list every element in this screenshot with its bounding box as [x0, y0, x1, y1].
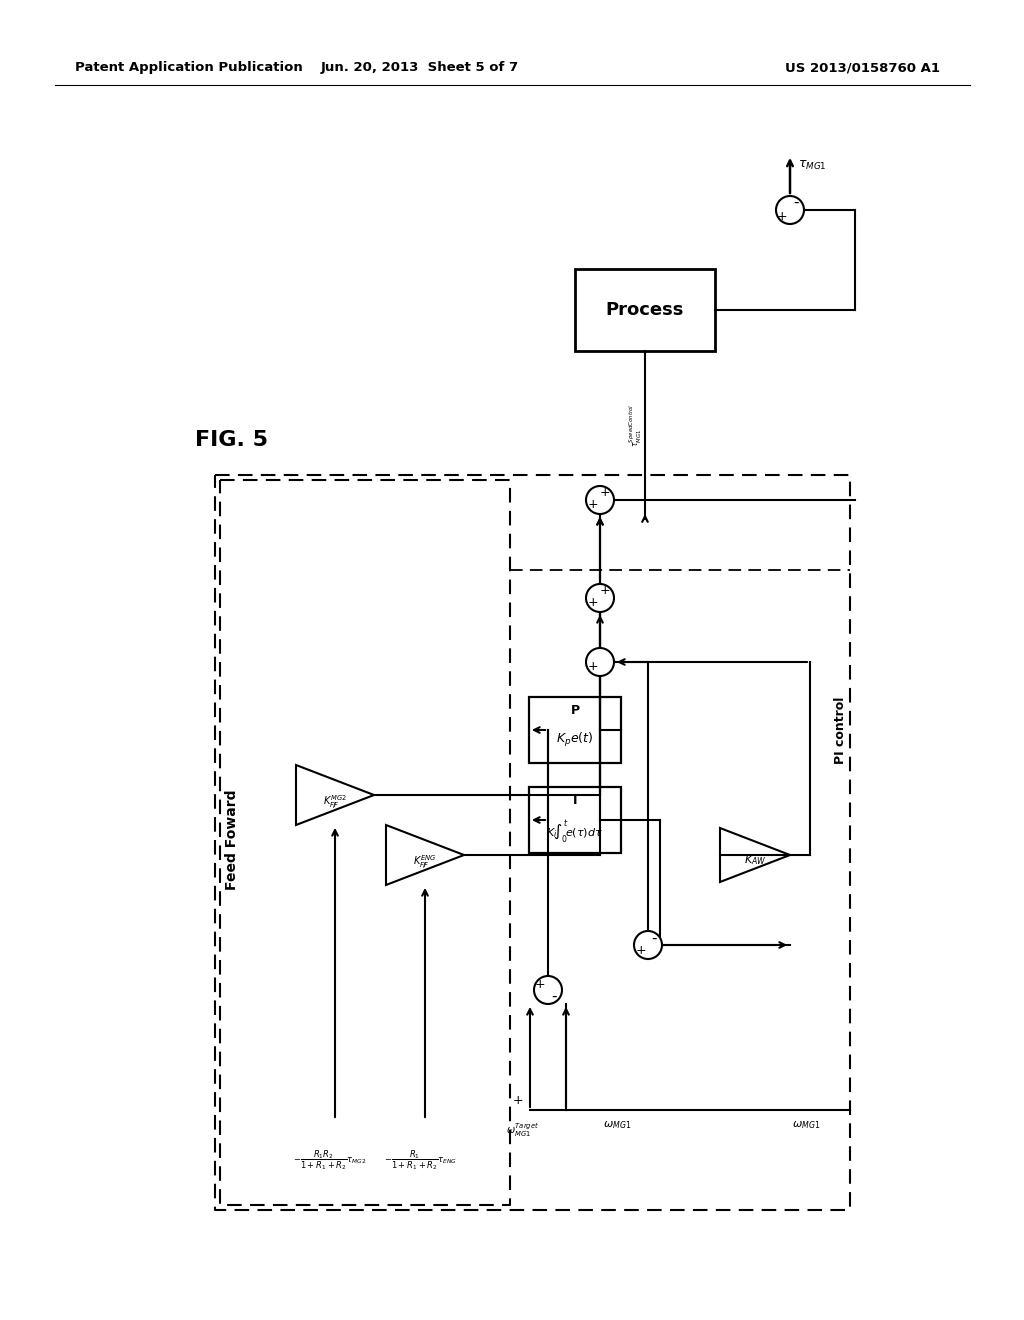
Text: +: +	[776, 210, 787, 223]
Text: +: +	[588, 499, 598, 511]
Text: Jun. 20, 2013  Sheet 5 of 7: Jun. 20, 2013 Sheet 5 of 7	[321, 62, 519, 74]
Text: +: +	[636, 944, 646, 957]
Circle shape	[586, 648, 614, 676]
Bar	[529, 697, 621, 763]
Text: $\tau_{MG1}$: $\tau_{MG1}$	[798, 158, 826, 172]
Bar	[575, 269, 715, 351]
Text: PI control: PI control	[834, 697, 847, 764]
Text: -: -	[651, 931, 656, 945]
Text: Feed Foward: Feed Foward	[225, 789, 239, 890]
Circle shape	[776, 195, 804, 224]
Text: FIG. 5: FIG. 5	[195, 430, 268, 450]
Circle shape	[534, 975, 562, 1005]
Polygon shape	[296, 766, 374, 825]
Text: $\tau_{MG1}^{SpeedControl}$: $\tau_{MG1}^{SpeedControl}$	[628, 404, 644, 446]
Text: $\omega_{MG1}^{Target}$: $\omega_{MG1}^{Target}$	[507, 1121, 540, 1139]
Text: I: I	[572, 793, 578, 807]
Text: -: -	[551, 989, 557, 1003]
Bar	[529, 787, 621, 853]
Text: +: +	[513, 1093, 523, 1106]
Text: $K_{F\!/\!F}^{ENG}$: $K_{F\!/\!F}^{ENG}$	[414, 854, 437, 873]
Text: +: +	[588, 597, 598, 610]
Text: $K_p e(t)$: $K_p e(t)$	[556, 731, 594, 748]
Text: -: -	[794, 194, 799, 210]
Circle shape	[634, 931, 662, 960]
Text: $\omega_{MG1}$: $\omega_{MG1}$	[603, 1119, 632, 1131]
Text: Process: Process	[606, 301, 684, 319]
Text: +: +	[600, 487, 610, 499]
Polygon shape	[386, 825, 464, 884]
Text: Patent Application Publication: Patent Application Publication	[75, 62, 303, 74]
Text: +: +	[588, 660, 598, 673]
Circle shape	[586, 486, 614, 513]
Text: $K_{F\!/\!F}^{MG2}$: $K_{F\!/\!F}^{MG2}$	[323, 793, 347, 812]
Text: $K_{AW}$: $K_{AW}$	[743, 853, 766, 867]
Text: +: +	[600, 585, 610, 598]
Circle shape	[586, 583, 614, 612]
Text: US 2013/0158760 A1: US 2013/0158760 A1	[785, 62, 940, 74]
Text: $\omega_{MG1}$: $\omega_{MG1}$	[792, 1119, 820, 1131]
Text: $K_i\!\int_0^t\!e(\tau)d\tau$: $K_i\!\int_0^t\!e(\tau)d\tau$	[547, 818, 603, 846]
Text: $-\dfrac{R_1 R_2}{1+R_1+R_2}\tau_{MG2}$: $-\dfrac{R_1 R_2}{1+R_1+R_2}\tau_{MG2}$	[293, 1148, 367, 1172]
Text: +: +	[535, 978, 546, 990]
Text: P: P	[570, 704, 580, 717]
Polygon shape	[720, 828, 790, 882]
Text: $-\dfrac{R_1}{1+R_1+R_2}\tau_{ENG}$: $-\dfrac{R_1}{1+R_1+R_2}\tau_{ENG}$	[384, 1148, 457, 1172]
